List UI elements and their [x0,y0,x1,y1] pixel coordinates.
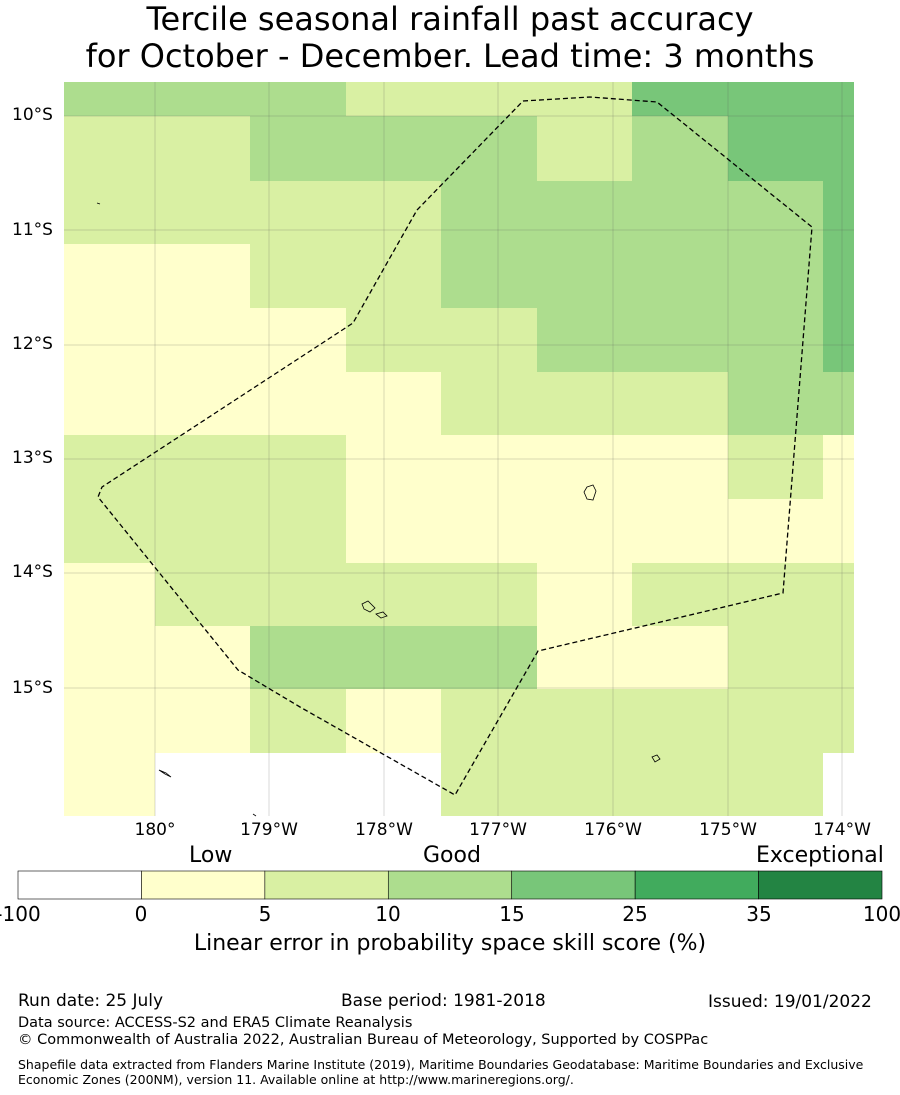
colorbar-segment [634,870,759,900]
grid-cell [64,499,346,563]
grid-cell [346,372,441,435]
island-outline [96,202,101,205]
grid-cell [64,689,250,753]
issued-date: Issued: 19/01/2022 [708,992,872,1012]
colorbar-segment [17,870,142,900]
lon-label-180: 180° [134,820,176,840]
grid-cell [64,82,346,116]
eez-boundary [97,96,813,796]
grid-cell [64,372,346,435]
grid-cell [441,689,854,753]
grid-cell [250,308,346,372]
category-good: Good [423,843,481,868]
grid-cell [250,626,537,689]
grid-cell [728,372,854,435]
grid-cell [823,753,854,816]
lat-label-13s: 13°S [12,448,53,468]
grid-cell [250,116,537,181]
colorbar-segment [141,870,266,900]
lat-label-11s: 11°S [12,220,53,240]
run-date: Run date: 25 July [18,991,164,1011]
grid-cell [632,82,854,116]
grid-cell [346,308,537,372]
grid-cell [537,308,823,372]
colorbar [17,870,883,900]
grid-cell [64,753,155,816]
colorbar-tick: 5 [258,902,272,926]
base-period: Base period: 1981-2018 [341,991,546,1011]
lat-label-12s: 12°S [12,334,53,354]
category-exceptional: Exceptional [756,843,884,868]
grid-cell [346,499,854,563]
lon-label-178w: 178°W [355,820,413,840]
colorbar-tick: 0 [134,902,148,926]
copyright: © Commonwealth of Australia 2022, Austra… [18,1032,709,1048]
grid-cell [64,116,250,181]
grid-cell [64,308,250,372]
colorbar-tick: 10 [375,902,401,926]
lon-label-176w: 176°W [584,820,642,840]
data-source: Data source: ACCESS-S2 and ERA5 Climate … [18,1015,413,1031]
grid-cell [632,563,854,626]
island-outline [252,813,257,817]
colorbar-label: Linear error in probability space skill … [193,931,707,956]
shapefile-credit: Shapefile data extracted from Flanders M… [18,1057,864,1087]
lat-label-14s: 14°S [12,562,53,582]
grid-cell [155,563,537,626]
colorbar-tick: 15 [499,902,525,926]
grid-cell [64,244,250,308]
island-outline [583,484,597,501]
grid-cell [64,181,441,244]
island-outline [651,754,661,763]
grid-cell [823,244,854,308]
grid-cell [537,116,632,181]
category-low: Low [189,843,233,868]
lon-label-179w: 179°W [240,820,298,840]
grid-cell [155,753,441,816]
lon-label-174w: 174°W [813,820,871,840]
grid-cell [441,181,823,244]
colorbar-tick: 100 [862,902,900,926]
grid-cell [823,308,854,372]
graticule-lines [64,82,854,816]
colorbar-segment [264,870,389,900]
island-outline [158,769,172,778]
colorbar-segment [511,870,636,900]
grid-cell [537,626,728,689]
grid-cell [441,753,823,816]
colorbar-tick: 35 [746,902,772,926]
title-line-2: for October - December. Lead time: 3 mon… [85,37,815,75]
grid-cell [823,435,854,499]
colorbar-segment [387,870,513,900]
grid-cell [823,181,854,244]
lon-label-177w: 177°W [469,820,527,840]
grid-cell [441,244,823,308]
title-line-1: Tercile seasonal rainfall past accuracy [146,0,754,38]
lat-label-15s: 15°S [12,678,53,698]
island-outlines [96,202,661,817]
grid-cell [728,626,854,689]
grid-cell [632,116,728,181]
island-outline [375,611,388,619]
colorbar-tick: -100 [0,902,41,926]
colorbar-segment [758,870,883,900]
lon-label-175w: 175°W [699,820,757,840]
grid-cell [346,689,441,753]
grid-cell [250,244,441,308]
lat-label-10s: 10°S [12,105,53,125]
grid-cell [728,116,854,181]
grid-cell [346,435,728,499]
grid-cell [441,372,728,435]
grid-cell [250,689,346,753]
grid-cell [64,435,346,499]
grid-cell [64,626,250,689]
colorbar-tick: 25 [622,902,648,926]
grid-cell [346,82,632,116]
grid-cell [728,435,823,499]
grid-cell [537,563,632,626]
skill-grid-cells [64,82,854,816]
grid-cell [64,563,155,626]
island-outline [361,600,376,613]
